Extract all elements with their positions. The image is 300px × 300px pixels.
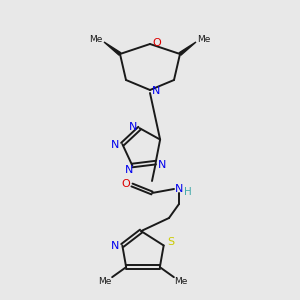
Text: N: N	[158, 160, 166, 170]
Polygon shape	[179, 42, 196, 55]
Text: Me: Me	[89, 34, 103, 43]
Text: O: O	[153, 38, 161, 48]
Text: Me: Me	[98, 277, 112, 286]
Text: S: S	[167, 238, 174, 248]
Text: Me: Me	[197, 34, 211, 43]
Polygon shape	[104, 42, 121, 55]
Text: H: H	[184, 187, 192, 197]
Text: O: O	[122, 179, 130, 189]
Text: N: N	[175, 184, 183, 194]
Text: N: N	[125, 166, 134, 176]
Text: N: N	[152, 86, 160, 96]
Text: Me: Me	[174, 277, 188, 286]
Text: N: N	[128, 122, 137, 132]
Text: N: N	[111, 140, 120, 150]
Text: N: N	[111, 242, 119, 251]
